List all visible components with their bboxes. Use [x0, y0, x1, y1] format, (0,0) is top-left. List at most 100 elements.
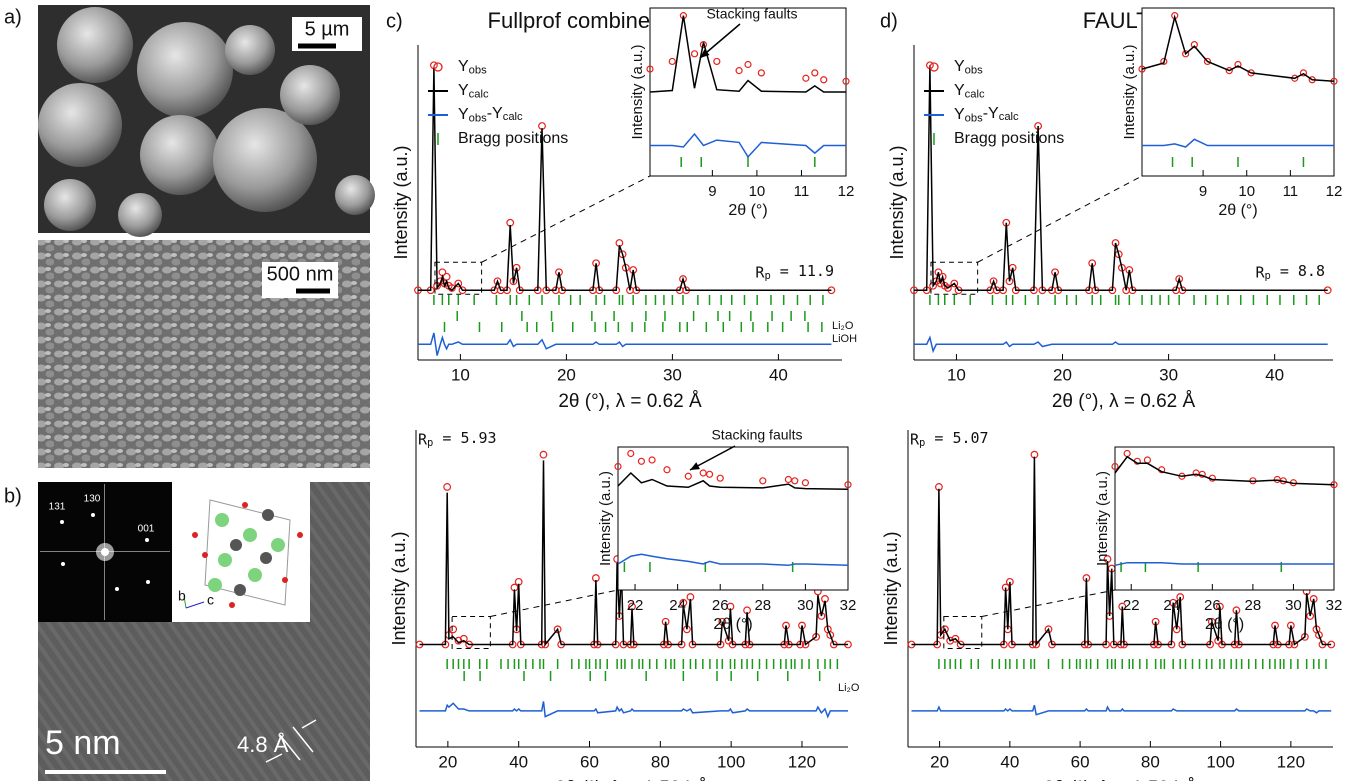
inset-frame — [1115, 447, 1334, 590]
annotation: Stacking faults — [706, 6, 797, 22]
x-tick-label: 32 — [840, 597, 857, 614]
x-tick-label: 120 — [1277, 752, 1305, 771]
scale-label: 500 nm — [267, 263, 334, 285]
x-tick-label: 100 — [717, 752, 745, 771]
panel-label: a) — [4, 6, 22, 28]
x-tick-label: 20 — [557, 365, 576, 384]
y-axis-label: Intensity (a.u.) — [1121, 44, 1138, 139]
zoom-link — [490, 590, 618, 616]
legend-label: Yobs​ — [954, 58, 983, 76]
x-tick-label: 20 — [438, 752, 457, 771]
x-tick-label: 24 — [669, 597, 686, 614]
difference-line — [914, 338, 1328, 352]
legend-label: Ycalc​ — [954, 82, 985, 100]
annotation: Stacking faults — [711, 427, 802, 443]
observed-point — [450, 626, 457, 633]
structure-image — [172, 482, 310, 622]
x-tick-label: 9 — [1199, 183, 1207, 200]
inset-frame — [618, 447, 848, 590]
observed-point — [540, 451, 547, 458]
x-tick-label: 40 — [1265, 365, 1284, 384]
y-axis-label: Intensity (a.u.) — [1094, 471, 1111, 566]
x-axis-label: 2θ (°), λ = 0.62 Å — [1052, 391, 1196, 412]
legend-symbol — [930, 63, 938, 71]
x-tick-label: 80 — [1141, 752, 1160, 771]
phase-label: Li₂O — [832, 320, 854, 332]
x-tick-label: 11 — [794, 183, 810, 200]
x-tick-label: 12 — [1326, 183, 1343, 200]
observed-point — [443, 273, 450, 280]
x-tick-label: 24 — [1163, 597, 1180, 614]
x-axis-label: 2θ (°), λ = 0.62 Å — [558, 391, 702, 412]
x-tick-label: 20 — [930, 752, 949, 771]
axis-label: c — [207, 592, 214, 608]
rp-annotation: Rp​ = 5.93 — [418, 429, 497, 449]
x-tick-label: 10 — [749, 183, 766, 200]
rp-annotation: Rp​ = 11.9 — [755, 262, 834, 282]
x-tick-label: 26 — [1204, 597, 1221, 614]
y-axis-label: Intensity (a.u.) — [597, 471, 614, 566]
phase-label: Li₂O — [838, 682, 860, 694]
observed-point — [444, 484, 451, 491]
x-tick-label: 80 — [651, 752, 670, 771]
legend-label: Bragg positions — [458, 130, 568, 147]
panel-label: c) — [386, 10, 403, 32]
difference-line — [420, 701, 849, 716]
fft-label: 130 — [84, 494, 101, 505]
difference-line — [418, 333, 831, 356]
y-axis-label: Intensity (a.u.) — [881, 531, 901, 645]
x-tick-label: 30 — [797, 597, 814, 614]
rp-annotation: Rp​ = 8.8 — [1255, 262, 1325, 282]
legend-symbol — [434, 63, 442, 71]
x-tick-label: 9 — [708, 183, 716, 200]
scale-label: 5 µm — [305, 18, 350, 40]
rp-annotation: Rp​ = 5.07 — [910, 429, 989, 449]
legend-label: Ycalc​ — [458, 82, 489, 100]
figure: 5 µm 500 nm 131 130 001 b c 4.8 Å 5 nm a… — [0, 0, 1345, 781]
page: {"figure": {"panel_labels": ["a)", "b)",… — [0, 0, 1345, 781]
x-tick-label: 30 — [1285, 597, 1302, 614]
x-tick-label: 32 — [1326, 597, 1343, 614]
x-tick-label: 22 — [1123, 597, 1140, 614]
x-tick-label: 10 — [1238, 183, 1255, 200]
x-tick-label: 30 — [663, 365, 682, 384]
fft-label: 131 — [49, 502, 66, 513]
x-axis-label: 2θ (°) — [713, 616, 752, 633]
y-axis-label: Intensity (a.u.) — [391, 145, 411, 259]
y-axis-label: Intensity (a.u.) — [389, 531, 409, 645]
x-tick-label: 120 — [788, 752, 816, 771]
spacing-label: 4.8 Å — [237, 732, 289, 757]
fft-label: 001 — [138, 524, 155, 535]
x-tick-label: 100 — [1206, 752, 1234, 771]
x-tick-label: 28 — [1245, 597, 1262, 614]
axis-label: b — [178, 588, 186, 604]
x-tick-label: 11 — [1283, 183, 1299, 200]
legend-label: Yobs​-Ycalc​ — [954, 105, 1019, 125]
x-tick-label: 40 — [509, 752, 528, 771]
x-tick-label: 60 — [1071, 752, 1090, 771]
y-axis-label: Intensity (a.u.) — [887, 145, 907, 259]
x-tick-label: 26 — [712, 597, 729, 614]
scale-label: 5 nm — [45, 724, 121, 762]
y-axis-label: Intensity (a.u.) — [629, 44, 646, 139]
legend-label: Yobs​ — [458, 58, 487, 76]
x-tick-label: 10 — [451, 365, 470, 384]
x-tick-label: 12 — [838, 183, 855, 200]
x-axis-label: 2θ (°) — [728, 202, 767, 219]
x-tick-label: 10 — [947, 365, 966, 384]
x-tick-label: 30 — [1159, 365, 1178, 384]
x-tick-label: 40 — [769, 365, 788, 384]
phase-label: LiOH — [832, 333, 857, 345]
x-tick-label: 28 — [754, 597, 771, 614]
x-axis-label: 2θ (°) — [1218, 202, 1257, 219]
zoom-link — [982, 590, 1115, 616]
x-tick-label: 22 — [627, 597, 644, 614]
x-axis-label: 2θ (°) — [1205, 616, 1244, 633]
panel-label: b) — [4, 485, 22, 507]
legend-label: Yobs​-Ycalc​ — [458, 105, 523, 125]
legend-label: Bragg positions — [954, 130, 1064, 147]
x-tick-label: 20 — [1053, 365, 1072, 384]
zoom-link — [482, 176, 650, 262]
x-tick-label: 40 — [1000, 752, 1019, 771]
x-tick-label: 60 — [580, 752, 599, 771]
